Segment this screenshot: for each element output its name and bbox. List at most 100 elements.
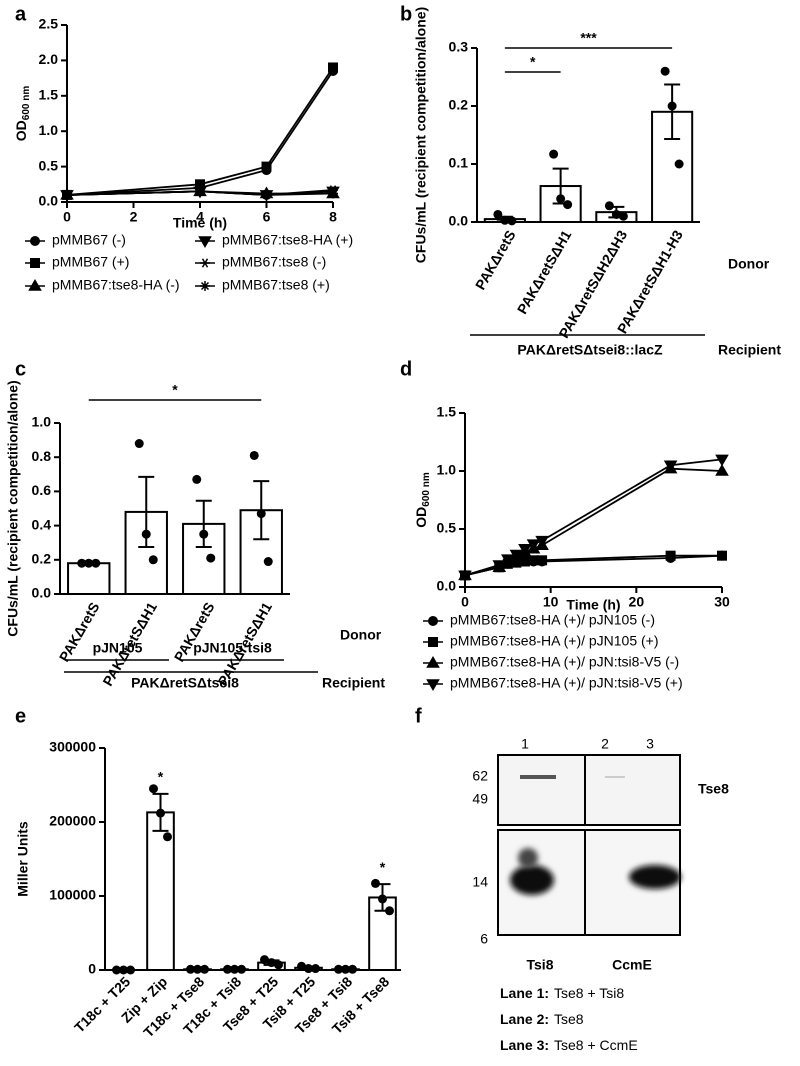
point (261, 189, 272, 200)
point (297, 961, 306, 971)
y-tick-label: 0.0 (449, 213, 469, 229)
point (507, 216, 517, 226)
x-tick-label: 6 (263, 209, 271, 225)
point (230, 964, 239, 974)
legend-marker (198, 236, 212, 248)
legend-marker (30, 258, 40, 268)
point (126, 965, 135, 975)
point (717, 550, 727, 561)
point (501, 554, 515, 567)
error-bar (664, 83, 681, 141)
legend-label: pMMB67:tse8-HA (-) (52, 277, 180, 293)
blot-legend-row: Lane 1: Tse8 + Tsi8 (500, 985, 624, 1001)
mw-marker: 49 (472, 791, 488, 807)
y-tick-label: 0.0 (32, 585, 52, 601)
mw-marker: 62 (472, 768, 488, 784)
y-axis-label-main: OD (13, 120, 29, 141)
x-axis-label: Time (h) (566, 597, 620, 613)
significance-label: * (172, 382, 178, 398)
significance-label: *** (580, 30, 597, 46)
legend-marker (426, 679, 440, 691)
panel-letter: e (15, 705, 26, 727)
blot-legend-lane: Lane 3: (500, 1037, 549, 1053)
y-tick-label: 1.5 (39, 87, 59, 103)
point (186, 964, 195, 974)
point (260, 955, 269, 965)
y-axis-label: CFUs/mL (recipient competition/alone) (413, 7, 429, 263)
recipient-strain: PAKΔretSΔtsei8::lacZ (517, 342, 663, 358)
x-tick-label: 4 (196, 209, 204, 225)
point (62, 189, 72, 200)
y-tick-label: 2.0 (39, 51, 59, 67)
point (385, 906, 394, 916)
legend-label: pMMB67:tse8-HA (+)/ pJN:tsi8-V5 (+) (450, 675, 683, 691)
y-tick-label: 0.5 (39, 157, 59, 173)
legend-marker (200, 258, 210, 268)
point (206, 553, 216, 563)
group-label: pJN105 (93, 640, 143, 656)
point (556, 194, 566, 204)
point (195, 186, 205, 197)
point (112, 965, 121, 975)
point (378, 894, 387, 904)
y-tick-label: 0.0 (437, 578, 457, 594)
point (249, 450, 259, 460)
point (500, 215, 510, 225)
blot-legend-content: Tse8 + CcmE (554, 1037, 638, 1053)
y-tick-label: 0.5 (437, 520, 457, 536)
point (526, 539, 541, 552)
y-tick-label: 0.4 (32, 516, 52, 532)
x-tick-label: 8 (329, 209, 337, 225)
panel-letter: c (15, 358, 26, 380)
point (199, 529, 209, 539)
x-tick-label: 10 (543, 594, 559, 610)
point (667, 101, 677, 111)
blot-legend-row: Lane 3: Tse8 + CcmE (500, 1037, 638, 1053)
point (611, 209, 621, 219)
point (537, 555, 548, 566)
point (663, 460, 678, 473)
point (149, 784, 158, 794)
y-axis-label: OD600 nm (13, 86, 32, 142)
recipient-strain: PAKΔretSΔtsei8 (131, 675, 239, 691)
blot-legend-content: Tse8 (554, 1011, 584, 1027)
point (77, 558, 87, 568)
point (493, 209, 503, 219)
legend-label: pMMB67:tse8 (-) (222, 254, 326, 270)
point (715, 454, 729, 467)
point (237, 964, 246, 974)
y-tick-label: 1.0 (32, 414, 52, 430)
y-axis-label: Miller Units (15, 821, 31, 897)
point (91, 558, 101, 568)
panel-letter: a (15, 3, 27, 25)
mw-marker: 14 (472, 874, 488, 890)
point (660, 66, 670, 76)
y-tick-label: 0.6 (32, 482, 52, 498)
y-tick-label: 300000 (49, 739, 96, 755)
y-tick-label: 200000 (49, 813, 96, 829)
point (492, 560, 507, 572)
y-tick-label: 1.0 (437, 462, 457, 478)
point (328, 188, 338, 199)
blot-lane-group: Tsi8 (527, 957, 554, 973)
point (134, 439, 144, 449)
point (458, 570, 472, 583)
legend-label: pMMB67:tse8-HA (+) (222, 232, 353, 248)
legend-label: pMMB67:tse8-HA (+)/ pJN105 (+) (450, 633, 659, 649)
point (261, 161, 272, 172)
series-line (66, 190, 334, 196)
y-axis-label-sub: 600 nm (21, 86, 32, 121)
significance-label: * (380, 859, 386, 875)
y-tick-label: 1.0 (39, 122, 59, 138)
legend-label: pMMB67:tse8 (+) (222, 277, 330, 293)
legend-marker (426, 656, 440, 668)
y-axis-label: OD600 nm (413, 472, 432, 528)
panel-letter: d (400, 358, 412, 380)
y-tick-label: 0.0 (39, 193, 59, 209)
y-tick-label: 0 (88, 961, 96, 977)
x-tick-label: PAKΔretSΔH1 (514, 227, 575, 316)
point (674, 159, 684, 169)
bar (67, 562, 111, 595)
x-tick-label: PAKΔretS (472, 227, 519, 292)
